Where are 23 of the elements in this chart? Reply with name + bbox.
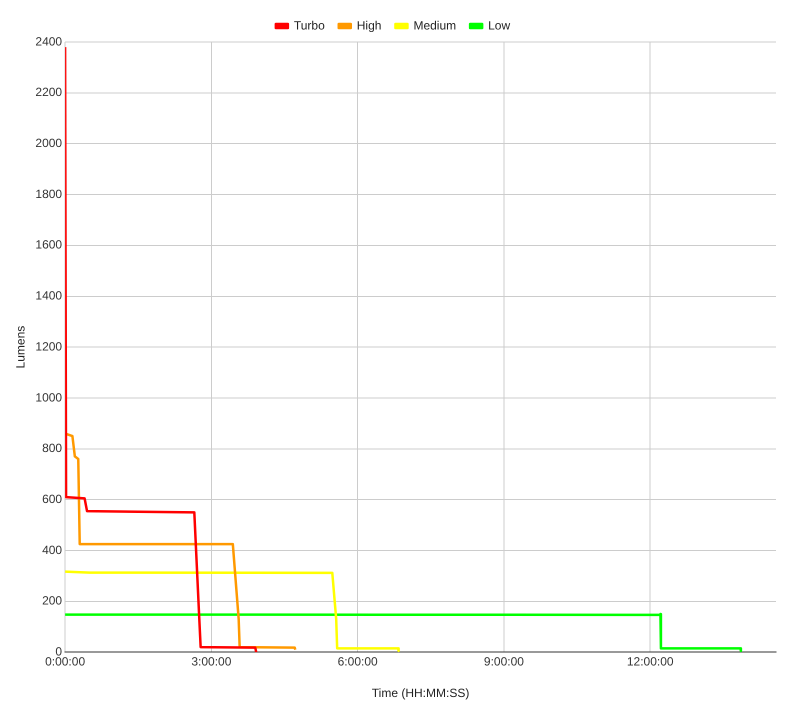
x-axis-title: Time (HH:MM:SS) <box>372 686 470 700</box>
legend-label: Medium <box>413 18 456 32</box>
y-axis-title: Lumens <box>14 326 28 368</box>
y-tick-label: 200 <box>42 594 62 608</box>
legend-label: High <box>356 18 382 32</box>
y-tick-label: 2000 <box>35 136 62 150</box>
legend-label: Turbo <box>294 18 326 32</box>
legend-label: Low <box>488 18 510 32</box>
y-tick-label: 800 <box>42 441 62 456</box>
x-tick-label: 9:00:00 <box>484 654 524 669</box>
y-tick-label: 1800 <box>35 186 62 201</box>
y-tick-label: 1000 <box>35 390 62 404</box>
y-tick-label: 2200 <box>35 85 62 100</box>
y-tick-label: 1600 <box>35 238 62 252</box>
y-tick-label: 1200 <box>35 339 62 354</box>
x-tick-label: 12:00:00 <box>626 654 674 669</box>
y-tick-label: 400 <box>42 542 62 557</box>
x-tick-label: 3:00:00 <box>191 654 232 669</box>
y-tick-label: 600 <box>42 492 62 506</box>
y-tick-label: 1400 <box>35 288 62 303</box>
y-tick-label: 2400 <box>35 34 62 48</box>
x-tick-label: 6:00:00 <box>338 654 378 669</box>
x-tick-label: 0:00:00 <box>45 654 86 669</box>
